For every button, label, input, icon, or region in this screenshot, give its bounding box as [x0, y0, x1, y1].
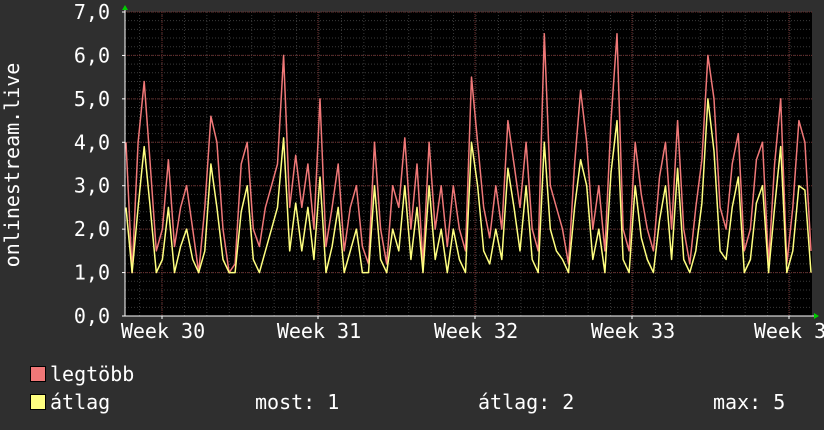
- y-tick-label: 0,0: [74, 304, 110, 328]
- y-tick-label: 1,0: [74, 261, 110, 285]
- series-line: [125, 32, 812, 274]
- y-tick-label: 7,0: [74, 0, 110, 24]
- x-tick-label: Week 3: [754, 319, 824, 343]
- stat-now: most: 1: [255, 390, 340, 414]
- x-tick-label: Week 31: [277, 319, 361, 343]
- legend-item-max: legtöbb: [30, 364, 134, 384]
- x-axis-arrow-icon: [814, 313, 819, 319]
- legend-item-avg: átlag: [30, 392, 110, 412]
- y-tick-labels: 0,0 1,0 2,0 3,0 4,0 5,0 6,0 7,0: [74, 0, 110, 328]
- grid: [125, 11, 812, 317]
- x-tick-label: Week 30: [121, 319, 205, 343]
- y-tick-label: 6,0: [74, 43, 110, 67]
- y-tick-label: 2,0: [74, 217, 110, 241]
- y-tick-label: 3,0: [74, 174, 110, 198]
- stat-max: max: 5: [713, 390, 786, 414]
- legend-swatch-max: [30, 366, 46, 382]
- chart: 0,01,02,03,04,05,06,07,0 Week 30 Week 31 W…: [0, 0, 824, 343]
- x-tick-labels: Week 30 Week 31 Week 32 Week 33 Week 3: [121, 319, 824, 343]
- y-tick-label: 4,0: [74, 130, 110, 154]
- axes: [122, 5, 819, 319]
- x-tick-label: Week 33: [591, 319, 675, 343]
- y-axis-label: onlinestream.live: [0, 63, 24, 268]
- series-line: [125, 98, 812, 274]
- series-lines: [125, 32, 812, 274]
- x-tick-label: Week 32: [434, 319, 518, 343]
- stat-avg: átlag: 2: [478, 390, 575, 414]
- y-axis-arrow-icon: [122, 5, 128, 10]
- legend-label-avg: átlag: [50, 390, 111, 414]
- y-tick-label: 5,0: [74, 87, 110, 111]
- legend-swatch-avg: [30, 394, 46, 410]
- legend-label-max: legtöbb: [50, 362, 135, 386]
